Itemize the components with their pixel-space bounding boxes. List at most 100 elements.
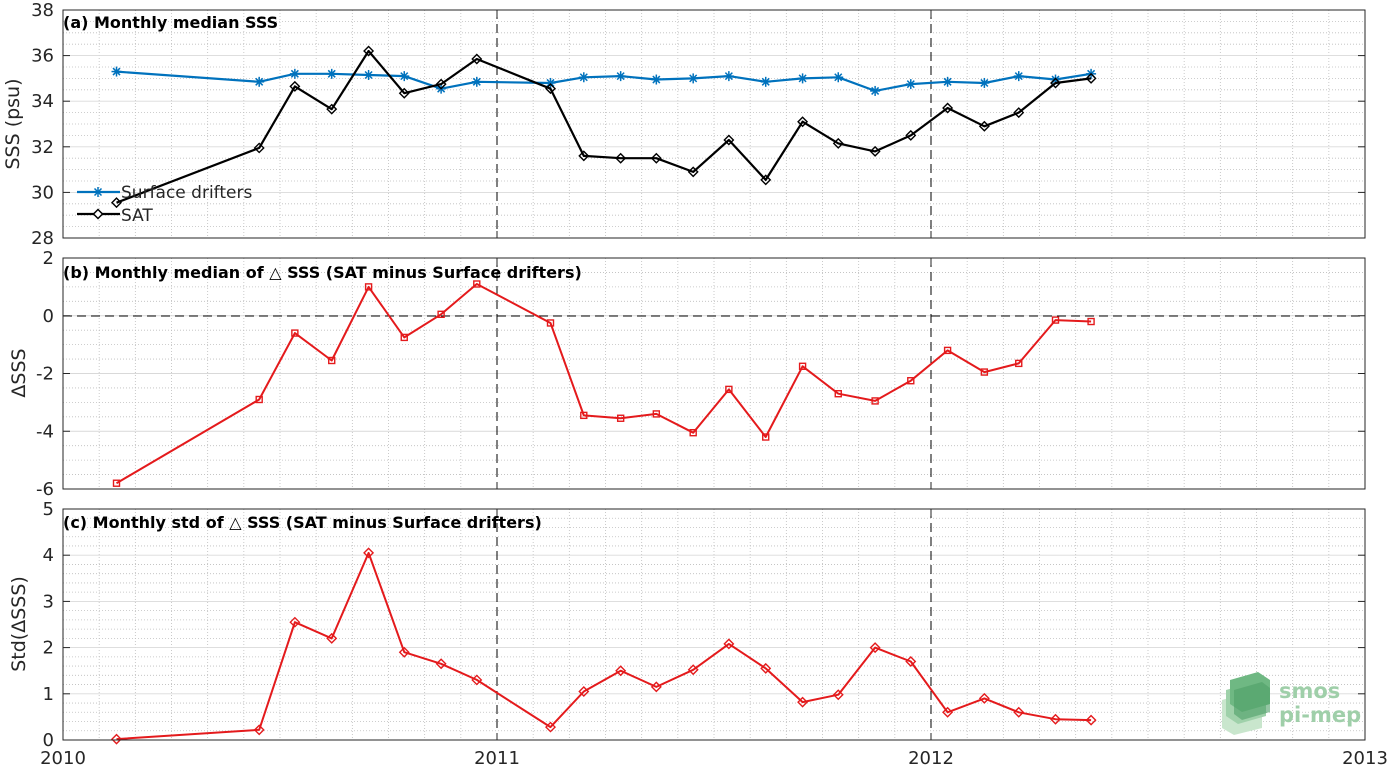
- y-tick-label: 32: [31, 137, 54, 158]
- y-tick-label: 30: [31, 182, 54, 203]
- data-point: [471, 53, 483, 65]
- data-point: [545, 83, 556, 95]
- data-point: [723, 71, 734, 82]
- panel-title-b: (b) Monthly median of △ SSS (SAT minus S…: [63, 263, 582, 282]
- data-point: [437, 310, 445, 319]
- x-tick-label: 2013: [1342, 748, 1388, 768]
- year-lines-a: [496, 10, 932, 238]
- year-lines-b: [496, 258, 932, 489]
- data-point: [1050, 713, 1061, 725]
- x-tick-label: 2012: [908, 748, 954, 768]
- data-point: [760, 174, 772, 186]
- ticks-b: -6 -4 -2 0 2: [36, 248, 1366, 500]
- series-line-c-0: [116, 551, 1092, 741]
- y-axis-label-c: Std(ΔSSS): [8, 576, 30, 672]
- data-point: [328, 356, 336, 365]
- data-point: [905, 655, 917, 667]
- data-point: [253, 142, 265, 154]
- data-point: [723, 638, 735, 650]
- data-point: [615, 665, 627, 677]
- data-point: [363, 547, 375, 559]
- data-point: [111, 66, 122, 77]
- data-point: [687, 664, 699, 676]
- data-point: [1085, 714, 1097, 726]
- series-line-a-1: [116, 49, 1092, 204]
- axes-box-a: [62, 9, 1366, 239]
- legend-label-sat: SAT: [121, 206, 153, 226]
- data-point: [616, 414, 625, 422]
- panel-a: 28 30 32 34 36 38 (a) Monthly median SSS SSS …: [2, 0, 1366, 249]
- data-point: [689, 428, 697, 437]
- data-point: [651, 74, 662, 85]
- data-point: [363, 45, 375, 57]
- ticks-c: 0 1 2 3 4 5 2010 2011 2012 2013: [40, 499, 1388, 768]
- legend-label-surface-drifters: Surface drifters: [121, 183, 252, 203]
- data-point: [833, 72, 844, 83]
- x-tick-label: 2010: [40, 748, 86, 768]
- data-point: [111, 733, 122, 745]
- data-point: [112, 479, 121, 487]
- data-point: [723, 134, 735, 146]
- y-tick-label: -4: [36, 421, 54, 442]
- data-point: [253, 724, 265, 736]
- data-point: [1013, 71, 1024, 82]
- panel-title-a: (a) Monthly median SSS: [63, 13, 278, 32]
- data-point: [798, 362, 807, 370]
- y-tick-label: 1: [43, 684, 54, 705]
- data-point: [364, 283, 373, 291]
- series-line-b-0: [115, 283, 1092, 485]
- y-tick-label: 0: [43, 306, 54, 327]
- data-point: [111, 197, 122, 209]
- legend-marker-sat: [92, 208, 104, 220]
- y-tick-label: 28: [31, 228, 54, 249]
- panel-title-c: (c) Monthly std of △ SSS (SAT minus Surf…: [63, 513, 542, 532]
- data-point: [1050, 77, 1061, 89]
- data-point: [942, 706, 954, 718]
- data-point: [652, 410, 661, 418]
- data-point: [980, 368, 989, 376]
- year-lines-c: [496, 509, 932, 740]
- logo-text-pi-mep: pi-mep: [1279, 703, 1361, 727]
- y-tick-label: 5: [43, 499, 54, 520]
- data-point: [398, 646, 410, 658]
- data-point: [326, 103, 338, 115]
- y-axis-label-a: SSS (psu): [2, 78, 24, 169]
- data-point: [289, 616, 301, 628]
- data-point: [289, 68, 300, 79]
- series-layer-a: [111, 45, 1097, 209]
- data-point: [578, 686, 590, 697]
- data-point: [650, 681, 662, 693]
- data-point: [688, 73, 699, 84]
- logo-icon: [1222, 672, 1270, 735]
- data-point: [435, 658, 447, 670]
- data-point: [905, 129, 917, 141]
- data-point: [400, 333, 408, 342]
- data-point: [905, 79, 916, 90]
- y-tick-label: 36: [31, 46, 54, 67]
- data-point: [832, 689, 844, 701]
- data-point: [326, 68, 337, 79]
- y-tick-label: 34: [31, 91, 54, 112]
- data-point: [760, 76, 771, 87]
- series-layer-b: [112, 280, 1095, 487]
- data-point: [978, 120, 990, 132]
- data-point: [1087, 317, 1095, 326]
- data-point: [580, 411, 588, 420]
- data-point: [399, 71, 410, 82]
- data-point: [578, 150, 590, 162]
- data-point: [291, 329, 299, 337]
- data-point: [762, 433, 770, 441]
- data-point: [615, 71, 626, 82]
- data-point: [578, 72, 589, 83]
- data-point: [1013, 706, 1025, 718]
- data-point: [545, 77, 556, 88]
- panel-b: -6 -4 -2 0 2 (b) Monthly median of △ SSS (SA…: [8, 248, 1366, 500]
- data-point: [1015, 359, 1023, 368]
- data-point: [1085, 72, 1097, 84]
- legend: Surface drifters SAT: [77, 183, 252, 226]
- data-point: [797, 696, 809, 708]
- data-point: [797, 73, 808, 84]
- data-point: [473, 280, 481, 288]
- data-point: [832, 137, 844, 149]
